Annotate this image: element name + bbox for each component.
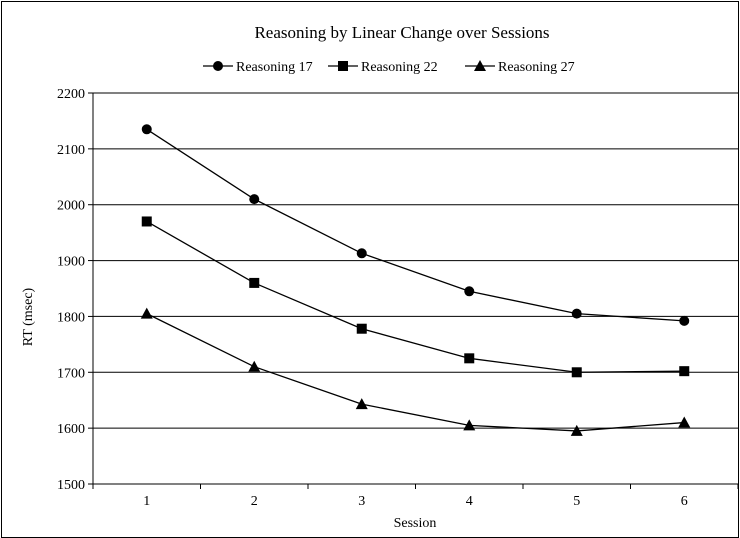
legend-marker xyxy=(474,60,486,71)
data-point xyxy=(141,216,152,227)
y-tick-label: 1700 xyxy=(57,366,85,381)
data-point xyxy=(356,248,367,259)
data-point xyxy=(248,360,261,372)
data-point xyxy=(249,277,260,288)
x-tick-label: 4 xyxy=(466,494,473,509)
chart-title: Reasoning by Linear Change over Sessions xyxy=(254,23,549,42)
y-axis-label: RT (msec) xyxy=(21,287,36,346)
series-3 xyxy=(140,307,691,436)
data-point xyxy=(571,308,582,319)
data-point xyxy=(249,194,260,205)
data-point xyxy=(141,124,152,135)
x-tick-label: 2 xyxy=(251,494,258,509)
y-tick-label: 1500 xyxy=(57,478,85,493)
legend-marker xyxy=(213,61,223,71)
series-line xyxy=(146,220,685,373)
data-point xyxy=(679,366,690,377)
x-axis-label: Session xyxy=(394,516,437,531)
data-point xyxy=(463,419,476,431)
legend-label: Reasoning 22 xyxy=(361,60,438,75)
data-point xyxy=(140,307,153,319)
data-point xyxy=(679,315,690,326)
legend-label: Reasoning 27 xyxy=(498,60,575,75)
legend-marker xyxy=(338,61,348,71)
data-point xyxy=(464,286,475,297)
legend-item: Reasoning 22 xyxy=(328,60,438,75)
x-tick-label: 5 xyxy=(573,494,580,509)
series-line xyxy=(146,313,685,432)
series-2 xyxy=(141,216,690,378)
x-tick-label: 6 xyxy=(681,494,688,509)
axes xyxy=(92,93,739,489)
data-point xyxy=(571,367,582,378)
data-point xyxy=(570,424,583,436)
y-tick-label: 2000 xyxy=(57,199,85,214)
series-1 xyxy=(141,124,690,326)
x-tick-label: 1 xyxy=(143,494,150,509)
x-tick-labels: 1 2 3 4 5 6 xyxy=(143,494,688,509)
y-tick-label: 1900 xyxy=(57,255,85,270)
series-group xyxy=(140,124,691,436)
data-point xyxy=(464,353,475,364)
data-point xyxy=(355,398,368,410)
y-tick-label: 1600 xyxy=(57,422,85,437)
legend-label: Reasoning 17 xyxy=(236,60,313,75)
legend-item: Reasoning 17 xyxy=(203,60,313,75)
data-point xyxy=(356,323,367,334)
series-line xyxy=(146,128,685,322)
legend: Reasoning 17 Reasoning 22 Reasoning 27 xyxy=(203,60,575,75)
gridlines xyxy=(88,92,738,485)
y-tick-label: 2100 xyxy=(57,143,85,158)
y-tick-label: 1800 xyxy=(57,310,85,325)
data-point xyxy=(678,416,691,428)
y-tick-labels: 1500 1600 1700 1800 1900 2000 2100 2200 xyxy=(57,87,85,493)
y-tick-label: 2200 xyxy=(57,87,85,102)
legend-item: Reasoning 27 xyxy=(465,60,575,75)
x-tick-label: 3 xyxy=(358,494,365,509)
